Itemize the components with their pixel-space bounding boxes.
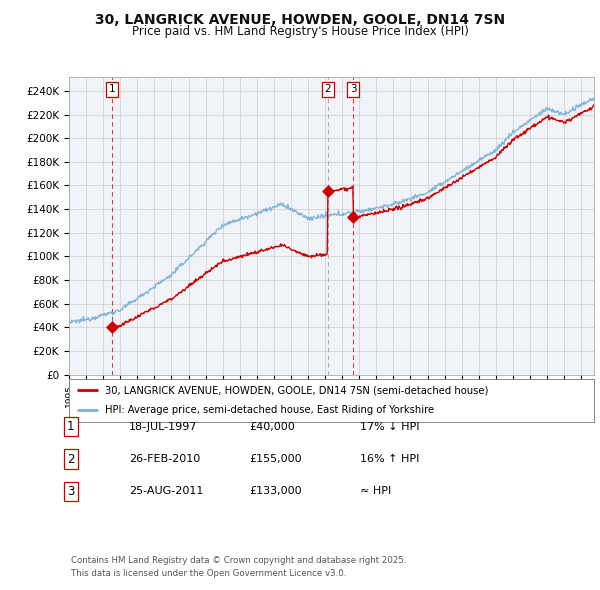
Text: 2: 2: [325, 84, 331, 94]
Text: £155,000: £155,000: [249, 454, 302, 464]
Text: 16% ↑ HPI: 16% ↑ HPI: [360, 454, 419, 464]
Text: 25-AUG-2011: 25-AUG-2011: [129, 487, 203, 496]
Text: Contains HM Land Registry data © Crown copyright and database right 2025.: Contains HM Land Registry data © Crown c…: [71, 556, 406, 565]
Text: £133,000: £133,000: [249, 487, 302, 496]
Text: 26-FEB-2010: 26-FEB-2010: [129, 454, 200, 464]
Text: Price paid vs. HM Land Registry's House Price Index (HPI): Price paid vs. HM Land Registry's House …: [131, 25, 469, 38]
Text: ≈ HPI: ≈ HPI: [360, 487, 391, 496]
Text: 18-JUL-1997: 18-JUL-1997: [129, 422, 197, 431]
Text: 3: 3: [350, 84, 356, 94]
Text: 2: 2: [67, 453, 74, 466]
Text: £40,000: £40,000: [249, 422, 295, 431]
Text: 1: 1: [109, 84, 116, 94]
Text: 3: 3: [67, 485, 74, 498]
Text: 1: 1: [67, 420, 74, 433]
Text: 17% ↓ HPI: 17% ↓ HPI: [360, 422, 419, 431]
Text: HPI: Average price, semi-detached house, East Riding of Yorkshire: HPI: Average price, semi-detached house,…: [105, 405, 434, 415]
Text: This data is licensed under the Open Government Licence v3.0.: This data is licensed under the Open Gov…: [71, 569, 346, 578]
Text: 30, LANGRICK AVENUE, HOWDEN, GOOLE, DN14 7SN: 30, LANGRICK AVENUE, HOWDEN, GOOLE, DN14…: [95, 13, 505, 27]
Text: 30, LANGRICK AVENUE, HOWDEN, GOOLE, DN14 7SN (semi-detached house): 30, LANGRICK AVENUE, HOWDEN, GOOLE, DN14…: [105, 385, 488, 395]
